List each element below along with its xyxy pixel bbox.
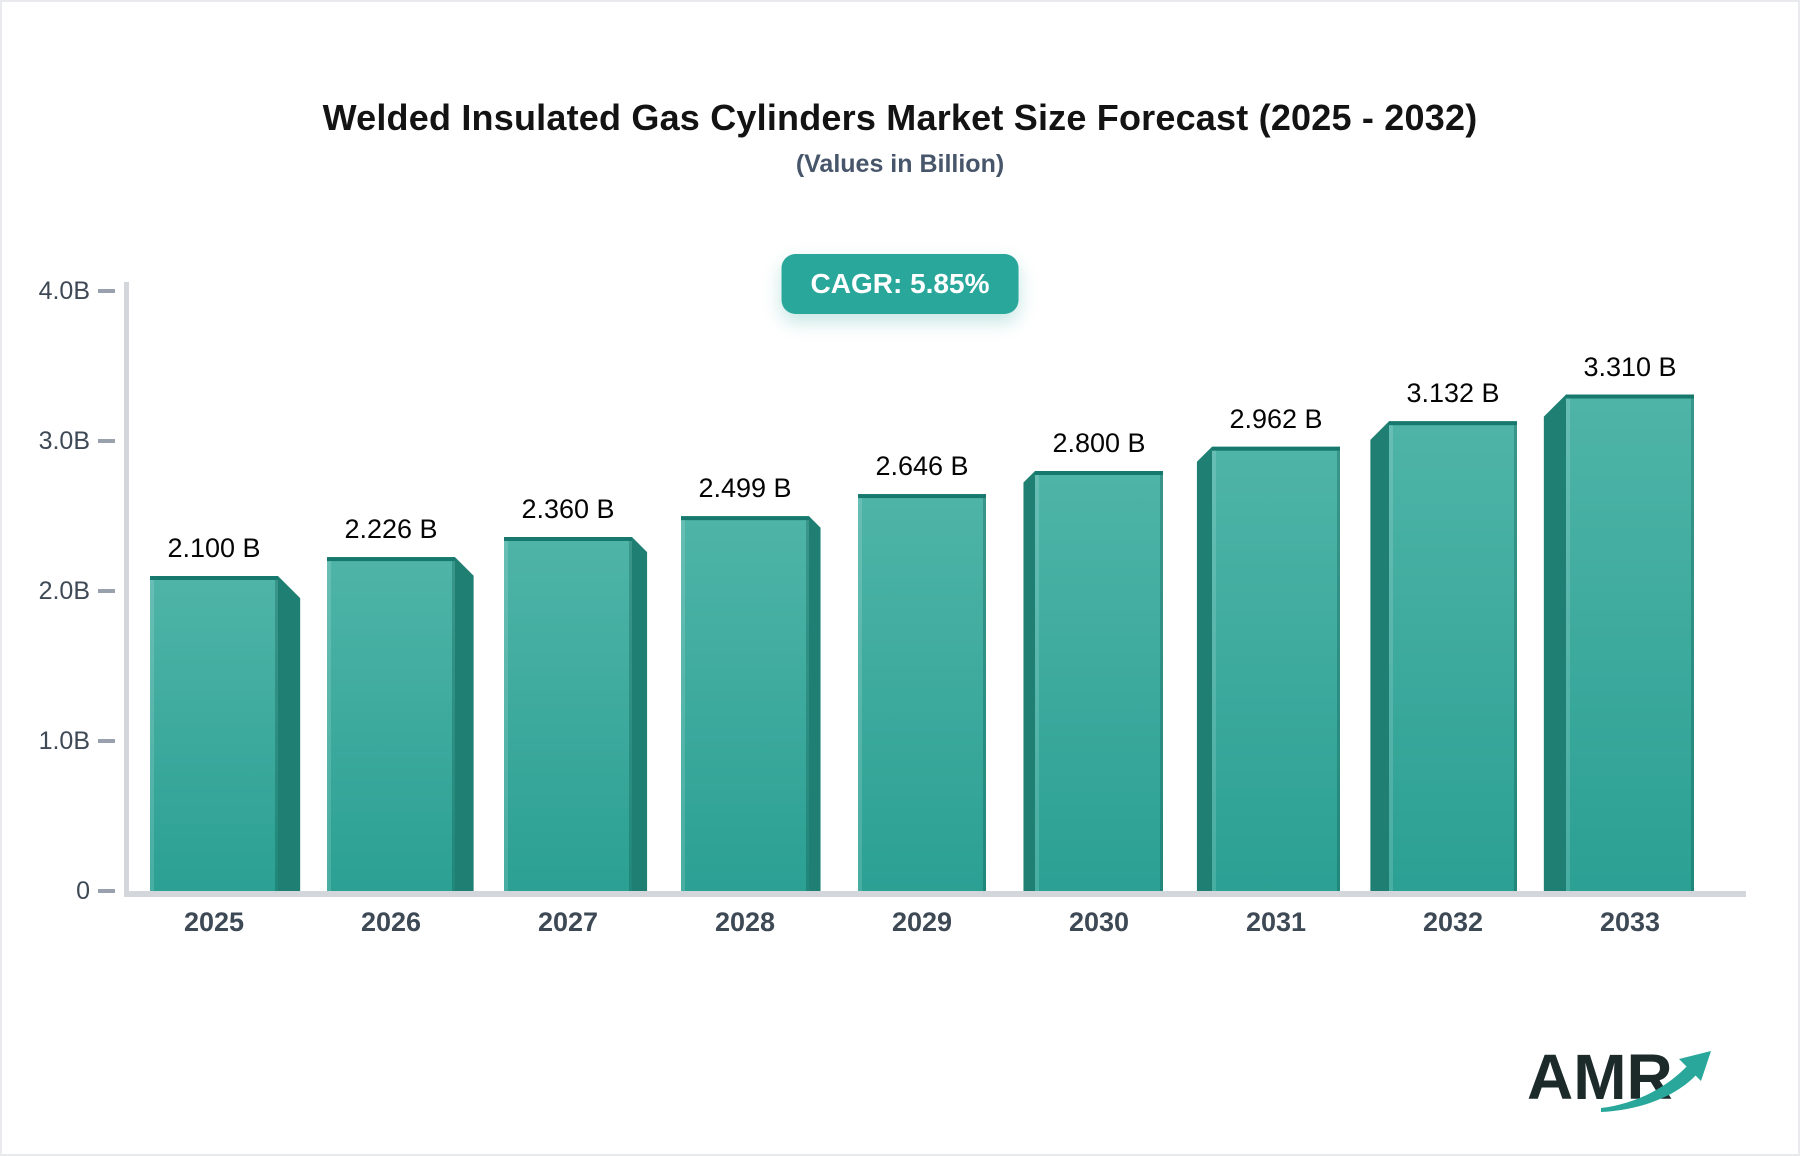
bar-left-highlight (858, 498, 862, 891)
bar-right-shade (452, 561, 455, 891)
chart-title: Welded Insulated Gas Cylinders Market Si… (322, 97, 1478, 138)
y-axis-tick-label: 2.0B (38, 577, 90, 605)
x-axis-category-label: 2028 (714, 907, 776, 937)
bar-top-edge (1389, 421, 1517, 426)
bar-front-face[interactable] (504, 537, 632, 891)
bar-group (1543, 394, 1694, 892)
x-axis-category-label: 2029 (891, 907, 953, 937)
growth-arrow-icon (1601, 1051, 1711, 1112)
bar-left-highlight (1389, 425, 1393, 891)
bar-side-face (455, 557, 474, 891)
chart-subtitle: (Values in Billion) (795, 150, 1005, 178)
bar-front-face[interactable] (681, 516, 809, 891)
bar-right-shade (1337, 450, 1340, 891)
cagr-badge: CAGR: 5.85% (781, 254, 1019, 314)
bar-right-shade (806, 520, 809, 891)
bar-group (504, 537, 648, 891)
bar-left-highlight (150, 580, 154, 891)
bar-side-face (1196, 446, 1212, 891)
bar-left-highlight (681, 520, 685, 891)
bar-value-label: 2.226 B (344, 514, 438, 545)
bar-side-face (1023, 471, 1035, 891)
bar-front-face[interactable] (1212, 446, 1340, 891)
bar-value-label: 2.499 B (698, 473, 792, 504)
bar-value-label: 3.310 B (1583, 351, 1677, 382)
bar-right-shade (983, 498, 986, 891)
bar-right-shade (1514, 425, 1517, 891)
bar-front-face[interactable] (150, 576, 278, 891)
bar-side-face (1543, 394, 1566, 891)
bar-front-face[interactable] (1389, 421, 1517, 891)
bar-side-face (809, 516, 821, 891)
bar-group (150, 576, 301, 891)
bar-top-edge (681, 516, 809, 521)
bar-front-face[interactable] (1035, 471, 1163, 891)
y-tick-dash (98, 739, 115, 743)
y-axis-tick-label: 1.0B (38, 727, 90, 755)
bar-left-highlight (1212, 450, 1216, 891)
bar-right-shade (629, 541, 632, 891)
bar-value-label: 2.962 B (1229, 403, 1323, 434)
bars-layer (150, 394, 1694, 892)
x-axis-category-label: 2026 (360, 907, 422, 937)
y-tick-dash (98, 889, 115, 893)
bar-value-label: 2.646 B (875, 451, 969, 482)
bar-group (1370, 421, 1517, 891)
x-axis-category-label: 2031 (1245, 907, 1307, 937)
bar-front-face[interactable] (858, 494, 986, 891)
bar-top-edge (150, 576, 278, 580)
bar-right-shade (1691, 398, 1694, 891)
bar-top-edge (1566, 394, 1694, 399)
bar-right-shade (275, 580, 278, 891)
bar-group (327, 557, 474, 891)
bar-front-face[interactable] (1566, 394, 1694, 892)
amr-logo: AMR (1527, 1040, 1737, 1130)
x-axis-category-label: 2033 (1599, 907, 1661, 937)
bar-side-face (632, 537, 648, 891)
bar-side-face (278, 576, 301, 891)
axes-layer (98, 282, 1746, 897)
y-axis-tick-label: 4.0B (38, 277, 90, 305)
x-axis-category-label: 2025 (183, 907, 245, 937)
bar-left-highlight (504, 541, 508, 891)
x-axis-category-label: 2030 (1068, 907, 1130, 937)
x-axis-category-label: 2032 (1422, 907, 1484, 937)
bar-top-edge (1212, 446, 1340, 451)
bar-group (858, 494, 986, 891)
bar-group (681, 516, 821, 891)
bar-top-edge (858, 494, 986, 499)
bar-value-label: 3.132 B (1406, 378, 1500, 409)
y-axis-tick-label: 0 (76, 877, 90, 905)
bar-group (1023, 471, 1163, 891)
bar-group (1196, 446, 1340, 891)
y-axis-tick-label: 3.0B (38, 427, 90, 455)
bar-left-highlight (1035, 475, 1039, 891)
bar-value-label: 2.800 B (1052, 428, 1146, 458)
y-tick-dash (98, 589, 115, 593)
bar-top-edge (504, 537, 632, 541)
bar-top-edge (327, 557, 455, 562)
y-tick-dash (98, 289, 115, 293)
y-tick-dash (98, 439, 115, 443)
x-axis-category-label: 2027 (537, 907, 599, 937)
bar-value-label: 2.100 B (167, 533, 261, 563)
bar-side-face (1370, 421, 1389, 891)
bar-left-highlight (327, 561, 331, 891)
x-axis-line (124, 891, 1746, 897)
bar-right-shade (1160, 475, 1163, 891)
bar-left-highlight (1566, 398, 1570, 891)
bar-top-edge (1035, 471, 1163, 475)
bar-value-label: 2.360 B (521, 494, 615, 524)
y-axis-line (124, 282, 129, 897)
bar-front-face[interactable] (327, 557, 455, 891)
